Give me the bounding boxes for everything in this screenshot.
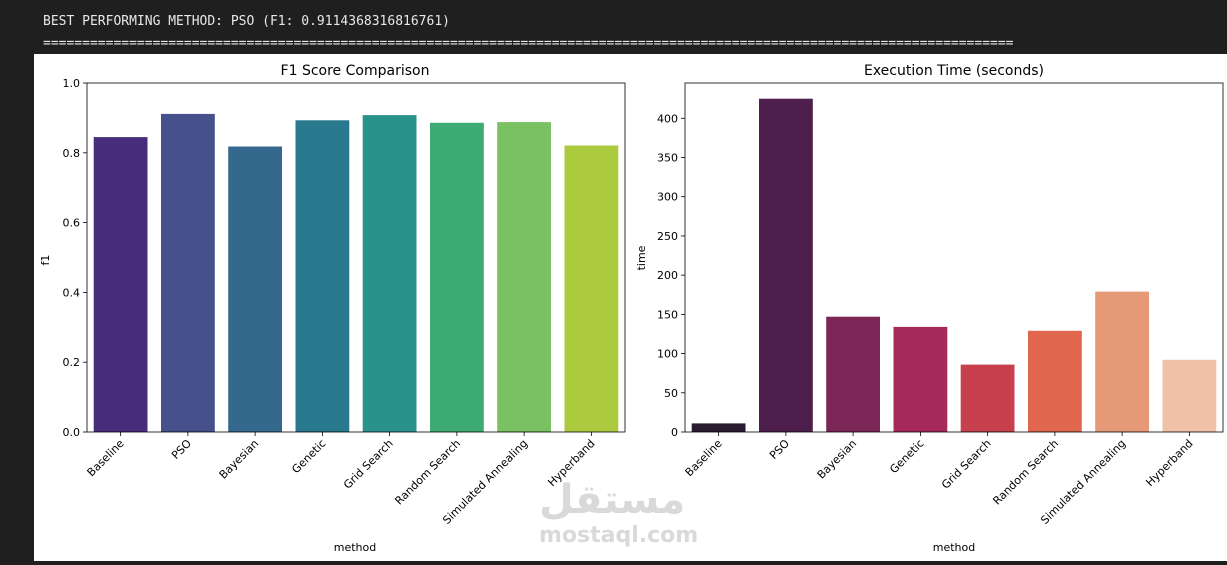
x-tick-label: Baseline: [683, 437, 725, 479]
bar-genetic: [295, 120, 350, 433]
x-tick-label: Random Search: [392, 437, 463, 508]
y-tick-label: 0: [671, 426, 678, 439]
bar-random-search: [1028, 330, 1082, 432]
bar-hyperband: [1162, 359, 1217, 432]
f1-score-chart: F1 Score Comparison f1 method 0.0 0.2 0.4 0…: [39, 63, 626, 554]
x-tick-label: Genetic: [289, 437, 328, 476]
output-gutter: [0, 54, 34, 561]
console-rule-top: ========================================…: [43, 0, 1014, 5]
y-tick-label: 1.0: [63, 77, 81, 90]
bar-bayesian: [228, 146, 282, 432]
y-tick-label: 100: [657, 348, 678, 361]
execution-time-chart: Execution Time (seconds) time method 0 50…: [635, 63, 1224, 554]
bar-simulated-annealing: [497, 122, 551, 432]
y-tick-label: 400: [657, 112, 678, 125]
x-axis-label: method: [334, 541, 376, 554]
plot-frame: [684, 82, 1224, 433]
charts-svg: F1 Score Comparison f1 method 0.0 0.2 0.4 0…: [39, 63, 1224, 554]
chart-title: F1 Score Comparison: [281, 63, 430, 79]
watermark-text: mostaql.com: [539, 523, 699, 548]
x-tick-label: Hyperband: [1143, 437, 1195, 489]
chart-title: Execution Time (seconds): [864, 63, 1044, 79]
y-tick-label: 250: [657, 230, 678, 243]
bar-random-search: [430, 122, 484, 433]
watermark-logo: مستقل: [539, 477, 686, 523]
bar-genetic: [893, 326, 948, 432]
x-tick-label: Genetic: [887, 437, 926, 476]
x-tick-label: PSO: [767, 437, 792, 462]
y-tick-label: 50: [664, 387, 678, 400]
plot-frame: [86, 82, 626, 433]
x-tick-label: Grid Search: [341, 437, 396, 492]
x-axis-label: method: [933, 541, 975, 554]
y-axis-label: f1: [39, 255, 52, 266]
x-tick-label: Bayesian: [815, 437, 860, 482]
bar-baseline: [691, 423, 746, 432]
y-tick-label: 300: [657, 191, 678, 204]
bar-grid-search: [960, 364, 1015, 432]
bar-baseline: [93, 137, 148, 432]
bar-pso: [161, 113, 215, 433]
y-tick-label: 0.6: [63, 217, 81, 230]
y-tick-label: 0.0: [63, 426, 81, 439]
figure-output: F1 Score Comparison f1 method 0.0 0.2 0.4 0…: [34, 54, 1227, 561]
bar-simulated-annealing: [1095, 291, 1149, 432]
x-tick-label: Grid Search: [939, 437, 994, 492]
console-output: ========================================…: [0, 0, 1227, 54]
bar-bayesian: [826, 316, 880, 432]
bar-pso: [759, 98, 813, 432]
bar-grid-search: [362, 115, 417, 432]
y-tick-label: 0.4: [63, 286, 81, 299]
y-tick-label: 0.8: [63, 147, 81, 160]
y-tick-label: 150: [657, 308, 678, 321]
x-tick-label: Baseline: [85, 437, 127, 479]
x-tick-label: Bayesian: [217, 437, 262, 482]
y-tick-label: 0.2: [63, 356, 81, 369]
x-tick-label: Random Search: [990, 437, 1061, 508]
best-method-line: BEST PERFORMING METHOD: PSO (F1: 0.91143…: [43, 14, 450, 29]
y-axis-label: time: [635, 245, 648, 270]
console-rule-bottom: ========================================…: [43, 36, 1014, 51]
bar-hyperband: [564, 145, 619, 432]
x-tick-label: PSO: [169, 437, 194, 462]
y-tick-label: 200: [657, 269, 678, 282]
y-tick-label: 350: [657, 152, 678, 165]
